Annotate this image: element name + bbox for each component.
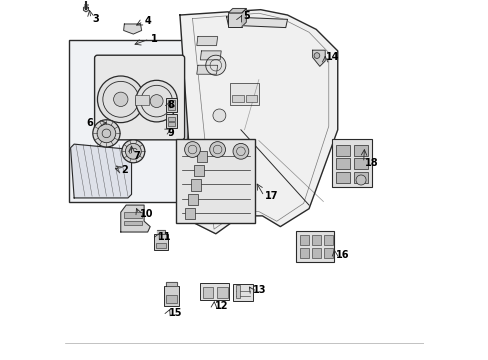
Text: 9: 9: [167, 129, 174, 138]
Circle shape: [205, 55, 225, 75]
Bar: [335, 158, 349, 169]
Text: 18: 18: [364, 158, 378, 168]
Polygon shape: [180, 10, 337, 234]
Text: 14: 14: [325, 52, 339, 62]
Bar: [188, 194, 198, 205]
Bar: [176, 139, 255, 223]
Polygon shape: [242, 9, 246, 27]
Polygon shape: [70, 144, 131, 198]
Bar: [231, 95, 244, 102]
Bar: [353, 172, 367, 183]
Bar: [296, 231, 333, 262]
Circle shape: [313, 53, 319, 58]
Bar: [156, 243, 165, 248]
Bar: [230, 83, 258, 105]
Polygon shape: [196, 37, 217, 45]
Bar: [323, 248, 332, 258]
Polygon shape: [165, 282, 177, 286]
Bar: [196, 150, 206, 162]
Bar: [353, 158, 367, 169]
Bar: [69, 40, 187, 202]
Bar: [235, 285, 240, 298]
Bar: [199, 283, 228, 300]
Bar: [332, 139, 371, 187]
Text: 17: 17: [265, 191, 278, 201]
Bar: [185, 208, 195, 220]
Text: 16: 16: [335, 249, 349, 260]
Polygon shape: [121, 205, 150, 232]
Bar: [233, 284, 252, 301]
Circle shape: [184, 141, 200, 157]
Polygon shape: [228, 9, 246, 13]
Circle shape: [355, 175, 366, 185]
Polygon shape: [157, 230, 164, 234]
Bar: [135, 95, 149, 105]
Text: 8: 8: [167, 100, 174, 111]
Circle shape: [113, 92, 128, 107]
Bar: [168, 100, 175, 105]
Bar: [323, 234, 332, 244]
Bar: [300, 234, 308, 244]
Bar: [335, 172, 349, 183]
Bar: [166, 114, 177, 128]
Bar: [353, 145, 367, 156]
Bar: [194, 165, 203, 176]
Polygon shape: [196, 65, 217, 74]
Polygon shape: [200, 51, 221, 60]
Circle shape: [136, 80, 177, 122]
Circle shape: [97, 76, 144, 123]
Text: 13: 13: [252, 285, 265, 296]
Bar: [163, 286, 179, 306]
Circle shape: [122, 140, 144, 163]
Text: 5: 5: [243, 11, 249, 21]
Bar: [165, 296, 176, 303]
FancyBboxPatch shape: [94, 55, 184, 140]
Text: 2: 2: [121, 165, 127, 175]
Bar: [228, 13, 242, 27]
Bar: [166, 98, 177, 112]
Bar: [168, 122, 175, 126]
Bar: [168, 117, 175, 121]
Circle shape: [97, 124, 116, 143]
Circle shape: [93, 120, 120, 147]
Text: 7: 7: [133, 150, 140, 161]
Bar: [311, 248, 320, 258]
Text: 11: 11: [158, 232, 172, 242]
Polygon shape: [83, 6, 88, 12]
Bar: [311, 234, 320, 244]
Circle shape: [125, 143, 141, 159]
Bar: [246, 95, 257, 102]
Bar: [300, 248, 308, 258]
Circle shape: [150, 95, 163, 108]
Bar: [123, 212, 142, 218]
Bar: [154, 234, 167, 250]
Bar: [202, 287, 213, 298]
Bar: [168, 106, 175, 110]
Text: 4: 4: [144, 17, 151, 27]
Polygon shape: [312, 50, 325, 66]
Text: 12: 12: [215, 301, 228, 311]
Text: 6: 6: [86, 118, 93, 128]
Bar: [335, 145, 349, 156]
Text: 1: 1: [150, 34, 157, 44]
Text: 15: 15: [169, 309, 183, 318]
Text: 3: 3: [92, 14, 99, 24]
Bar: [191, 179, 201, 191]
Bar: [123, 221, 142, 225]
Polygon shape: [226, 17, 287, 28]
Polygon shape: [123, 24, 142, 34]
Bar: [217, 287, 227, 298]
Circle shape: [212, 109, 225, 122]
Text: 10: 10: [140, 209, 153, 219]
Circle shape: [233, 143, 248, 159]
Circle shape: [209, 141, 225, 157]
